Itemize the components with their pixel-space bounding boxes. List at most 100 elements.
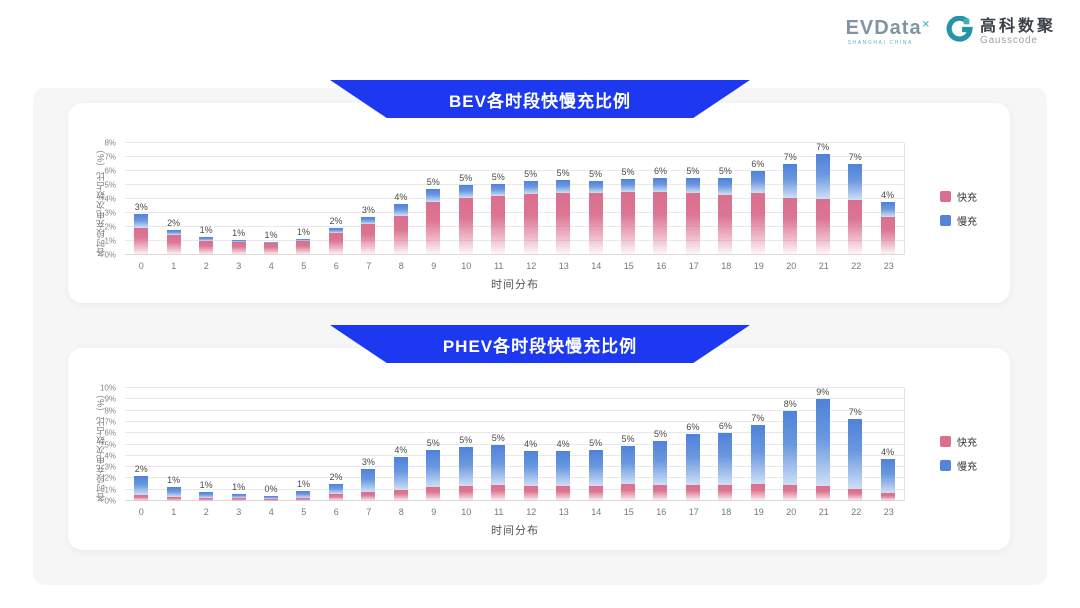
- slow-charge-segment: [491, 183, 506, 197]
- x-tick-label: 18: [721, 261, 732, 271]
- stacked-bar-hour-9: [426, 388, 441, 501]
- stacked-bar-hour-11: [491, 143, 506, 255]
- y-tick-label: 4%: [104, 194, 116, 204]
- bar-cell-hour-19: 7%: [742, 388, 774, 501]
- total-label: 5%: [621, 433, 635, 444]
- slow-charge-segment: [134, 476, 149, 496]
- slow-charge-segment: [426, 450, 441, 488]
- y-tick-label: 6%: [104, 428, 116, 438]
- fast-charge-segment: [718, 485, 733, 501]
- stacked-bar-hour-19: [750, 143, 765, 255]
- slow-charge-segment: [880, 459, 895, 494]
- fast-charge-segment: [296, 497, 311, 501]
- total-label: 5%: [524, 168, 538, 179]
- y-tick-label: 6%: [104, 166, 116, 176]
- bar-cell-hour-6: 2%: [320, 143, 352, 255]
- slow-charge-segment: [458, 446, 473, 487]
- bev-plot-area: 3% 2% 1% 1% 1% 1% 2% 3% 4% 5% 5% 5% 5% 5% 5% 5% 6% 5% 5% 6%…: [125, 142, 905, 255]
- stacked-bar-hour-10: [458, 388, 473, 501]
- legend-item-slow[interactable]: 慢充: [940, 458, 977, 473]
- bar-cell-hour-17: 5%: [677, 143, 709, 255]
- slow-charge-segment: [134, 213, 149, 228]
- slow-charge-segment: [458, 185, 473, 198]
- x-tick-label: 9: [431, 261, 437, 271]
- x-tick-label: 14: [591, 261, 602, 271]
- gridline: [125, 477, 904, 479]
- stacked-bar-hour-15: [621, 143, 636, 255]
- total-label: 5%: [653, 429, 667, 440]
- gridline: [125, 466, 904, 468]
- x-tick-label: 8: [398, 261, 404, 271]
- fast-charge-segment: [231, 242, 246, 255]
- bar-cell-hour-4: 1%: [255, 143, 287, 255]
- stacked-bar-hour-0: [134, 143, 149, 255]
- x-tick-label: 21: [818, 507, 829, 517]
- total-label: 4%: [394, 444, 408, 455]
- stacked-bar-hour-3: [231, 388, 246, 501]
- fast-charge-segment: [718, 194, 733, 255]
- slow-charge-segment: [231, 494, 246, 499]
- x-tick-label: 9: [431, 507, 437, 517]
- bar-cell-hour-13: 4%: [547, 388, 579, 501]
- stacked-bar-hour-17: [685, 143, 700, 255]
- stacked-bar-hour-14: [588, 388, 603, 501]
- legend-label: 慢充: [957, 462, 977, 473]
- slow-charge-segment: [750, 425, 765, 485]
- total-label: 5%: [491, 432, 505, 443]
- slow-charge-segment: [296, 491, 311, 498]
- bar-cell-hour-23: 4%: [871, 143, 903, 255]
- total-label: 1%: [264, 229, 278, 240]
- total-label: 2%: [134, 464, 148, 475]
- stacked-bar-hour-18: [718, 388, 733, 501]
- phev-x-axis-label: 时间分布: [491, 525, 539, 537]
- y-tick-label: 5%: [104, 180, 116, 190]
- phev-x-ticks: 0 1 2 3 4 5 6 7 8 9 10 11 12 13 14 15 16 17 18 19 20 21 22 23: [125, 507, 905, 517]
- x-tick-label: 11: [494, 261, 504, 271]
- fast-charge-segment: [556, 192, 571, 255]
- bar-cell-hour-22: 7%: [839, 388, 871, 501]
- legend-item-fast[interactable]: 快充: [940, 189, 977, 204]
- y-tick-label: 3%: [104, 462, 116, 472]
- legend-item-fast[interactable]: 快充: [940, 434, 977, 449]
- total-label: 0%: [264, 483, 278, 494]
- y-tick-label: 8%: [104, 138, 116, 148]
- slow-charge-segment: [783, 410, 798, 486]
- y-tick-label: 7%: [104, 417, 116, 427]
- bar-cell-hour-14: 5%: [579, 143, 611, 255]
- bar-cell-hour-4: 0%: [255, 388, 287, 501]
- x-tick-label: 1: [171, 507, 177, 517]
- total-label: 2%: [167, 217, 181, 228]
- fast-charge-segment: [491, 485, 506, 501]
- bar-cell-hour-1: 2%: [157, 143, 189, 255]
- y-tick-label: 7%: [104, 152, 116, 162]
- evdata-x-mark: ✕: [921, 19, 930, 31]
- slow-charge-segment: [393, 456, 408, 490]
- total-label: 6%: [653, 166, 667, 176]
- gridline: [125, 488, 904, 490]
- fast-charge-segment: [231, 498, 246, 501]
- legend-item-slow[interactable]: 慢充: [940, 213, 977, 228]
- bar-cell-hour-19: 6%: [742, 143, 774, 255]
- slow-charge-segment: [815, 154, 830, 199]
- gridline: [125, 409, 904, 411]
- total-label: 1%: [167, 475, 181, 486]
- fast-charge-segment: [328, 494, 343, 501]
- x-tick-label: 17: [688, 261, 699, 271]
- x-tick-label: 3: [236, 261, 242, 271]
- x-tick-label: 11: [494, 507, 504, 517]
- gridline: [125, 398, 904, 400]
- bar-cell-hour-3: 1%: [222, 388, 254, 501]
- y-tick-label: 0%: [104, 250, 116, 260]
- total-label: 3%: [361, 457, 375, 468]
- phev-y-ticks: 0% 1% 2% 3% 4% 5% 6% 7% 8% 9% 10%: [68, 384, 120, 506]
- fast-charge-segment: [783, 197, 798, 255]
- fast-charge-segment: [458, 197, 473, 255]
- bar-cell-hour-15: 5%: [612, 143, 644, 255]
- header-logos: EVData✕ SHANGHAI CHINA 高科数聚 Gausscode: [846, 15, 1056, 48]
- total-label: 7%: [816, 142, 830, 153]
- stacked-bar-hour-18: [718, 143, 733, 255]
- bar-cell-hour-3: 1%: [222, 143, 254, 255]
- x-tick-label: 23: [883, 507, 894, 517]
- slow-charge-segment: [653, 441, 668, 486]
- bev-x-axis-label: 时间分布: [491, 279, 539, 291]
